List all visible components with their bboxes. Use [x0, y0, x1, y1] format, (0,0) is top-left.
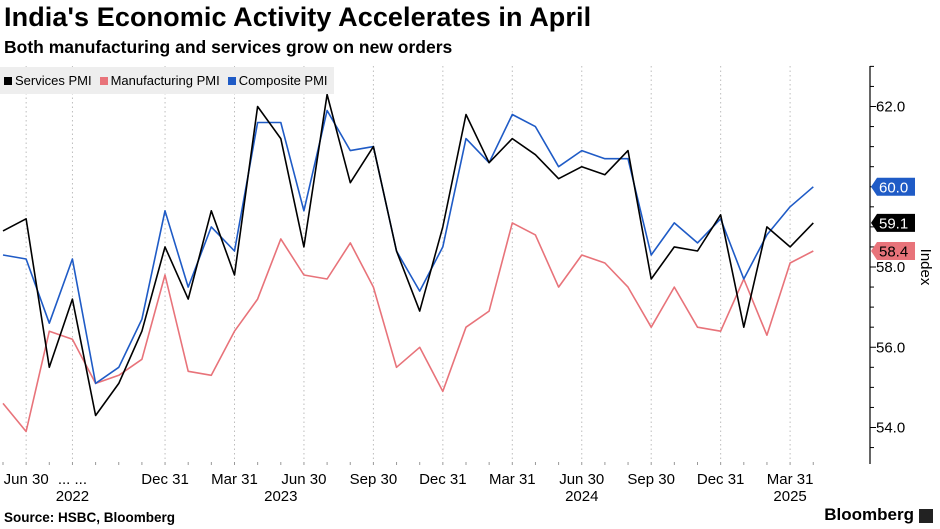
- chart-subtitle: Both manufacturing and services grow on …: [4, 37, 453, 57]
- x-tick-label: Dec 31: [419, 471, 467, 488]
- x-year-label: 2023: [264, 488, 297, 505]
- end-label-value: 60.0: [879, 179, 908, 196]
- end-label-box: [871, 213, 915, 232]
- legend-label-manufacturing: Manufacturing PMI: [110, 73, 220, 88]
- end-labels: 60.0 59.1 58.4: [871, 177, 915, 260]
- chart-title: India's Economic Activity Accelerates in…: [4, 2, 592, 32]
- x-tick-label: Sep 30: [350, 471, 398, 488]
- grid-lines: [25, 66, 791, 462]
- x-tick-label: Jun 30: [4, 471, 49, 488]
- legend: Services PMI Manufacturing PMI Composite…: [0, 67, 334, 94]
- legend-item-services: Services PMI: [4, 73, 92, 88]
- end-label-value: 58.4: [879, 243, 908, 260]
- x-tick-label: Dec 31: [141, 471, 189, 488]
- x-tick-label: Mar 31: [767, 471, 814, 488]
- legend-swatch-composite: [227, 76, 236, 85]
- bloomberg-logo-icon: [919, 509, 933, 523]
- legend-swatch-manufacturing: [99, 76, 108, 85]
- series-line-composite-pmi: [2, 109, 814, 385]
- x-tick-label: Mar 31: [211, 471, 258, 488]
- x-year-label: 2024: [565, 488, 598, 505]
- x-tick-label: Dec 31: [697, 471, 745, 488]
- source-note: Source: HSBC, Bloomberg: [4, 510, 176, 525]
- end-label-manufacturing-pmi: 58.4: [871, 241, 915, 260]
- end-label-value: 59.1: [879, 215, 908, 232]
- y-tick-label: 54.0: [876, 420, 905, 437]
- y-tick-label: 62.0: [876, 99, 905, 116]
- legend-item-manufacturing: Manufacturing PMI: [99, 73, 220, 88]
- legend-swatch-services: [4, 76, 12, 85]
- axes: 54.0 56.0 58.0 60.0 62.0 Jun 30 ... ... Dec 31 M…: [2, 65, 905, 505]
- x-year-label: 2025: [773, 488, 806, 505]
- end-label-box: [871, 177, 915, 196]
- x-year-label: 2022: [56, 488, 89, 505]
- legend-label-services: Services PMI: [15, 73, 92, 88]
- x-tick-label: ... ...: [58, 471, 87, 488]
- legend-item-composite: Composite PMI: [227, 73, 328, 88]
- series-line-services-pmi: [2, 93, 814, 417]
- x-tick-label: Jun 30: [281, 471, 326, 488]
- x-tick-label: Jun 30: [559, 471, 604, 488]
- end-label-services-pmi: 59.1: [871, 213, 915, 232]
- series-line-manufacturing-pmi: [2, 222, 814, 433]
- end-label-composite-pmi: 60.0: [871, 177, 915, 196]
- legend-label-composite: Composite PMI: [238, 73, 328, 88]
- y-tick-label: 56.0: [876, 339, 905, 356]
- bloomberg-logo-text: Bloomberg: [824, 505, 914, 524]
- x-tick-label: Mar 31: [489, 471, 536, 488]
- end-label-box: [871, 241, 915, 260]
- series-lines: [2, 93, 814, 433]
- y-axis-label: Index: [917, 249, 934, 286]
- x-tick-label: Sep 30: [627, 471, 675, 488]
- y-tick-label: 58.0: [876, 259, 905, 276]
